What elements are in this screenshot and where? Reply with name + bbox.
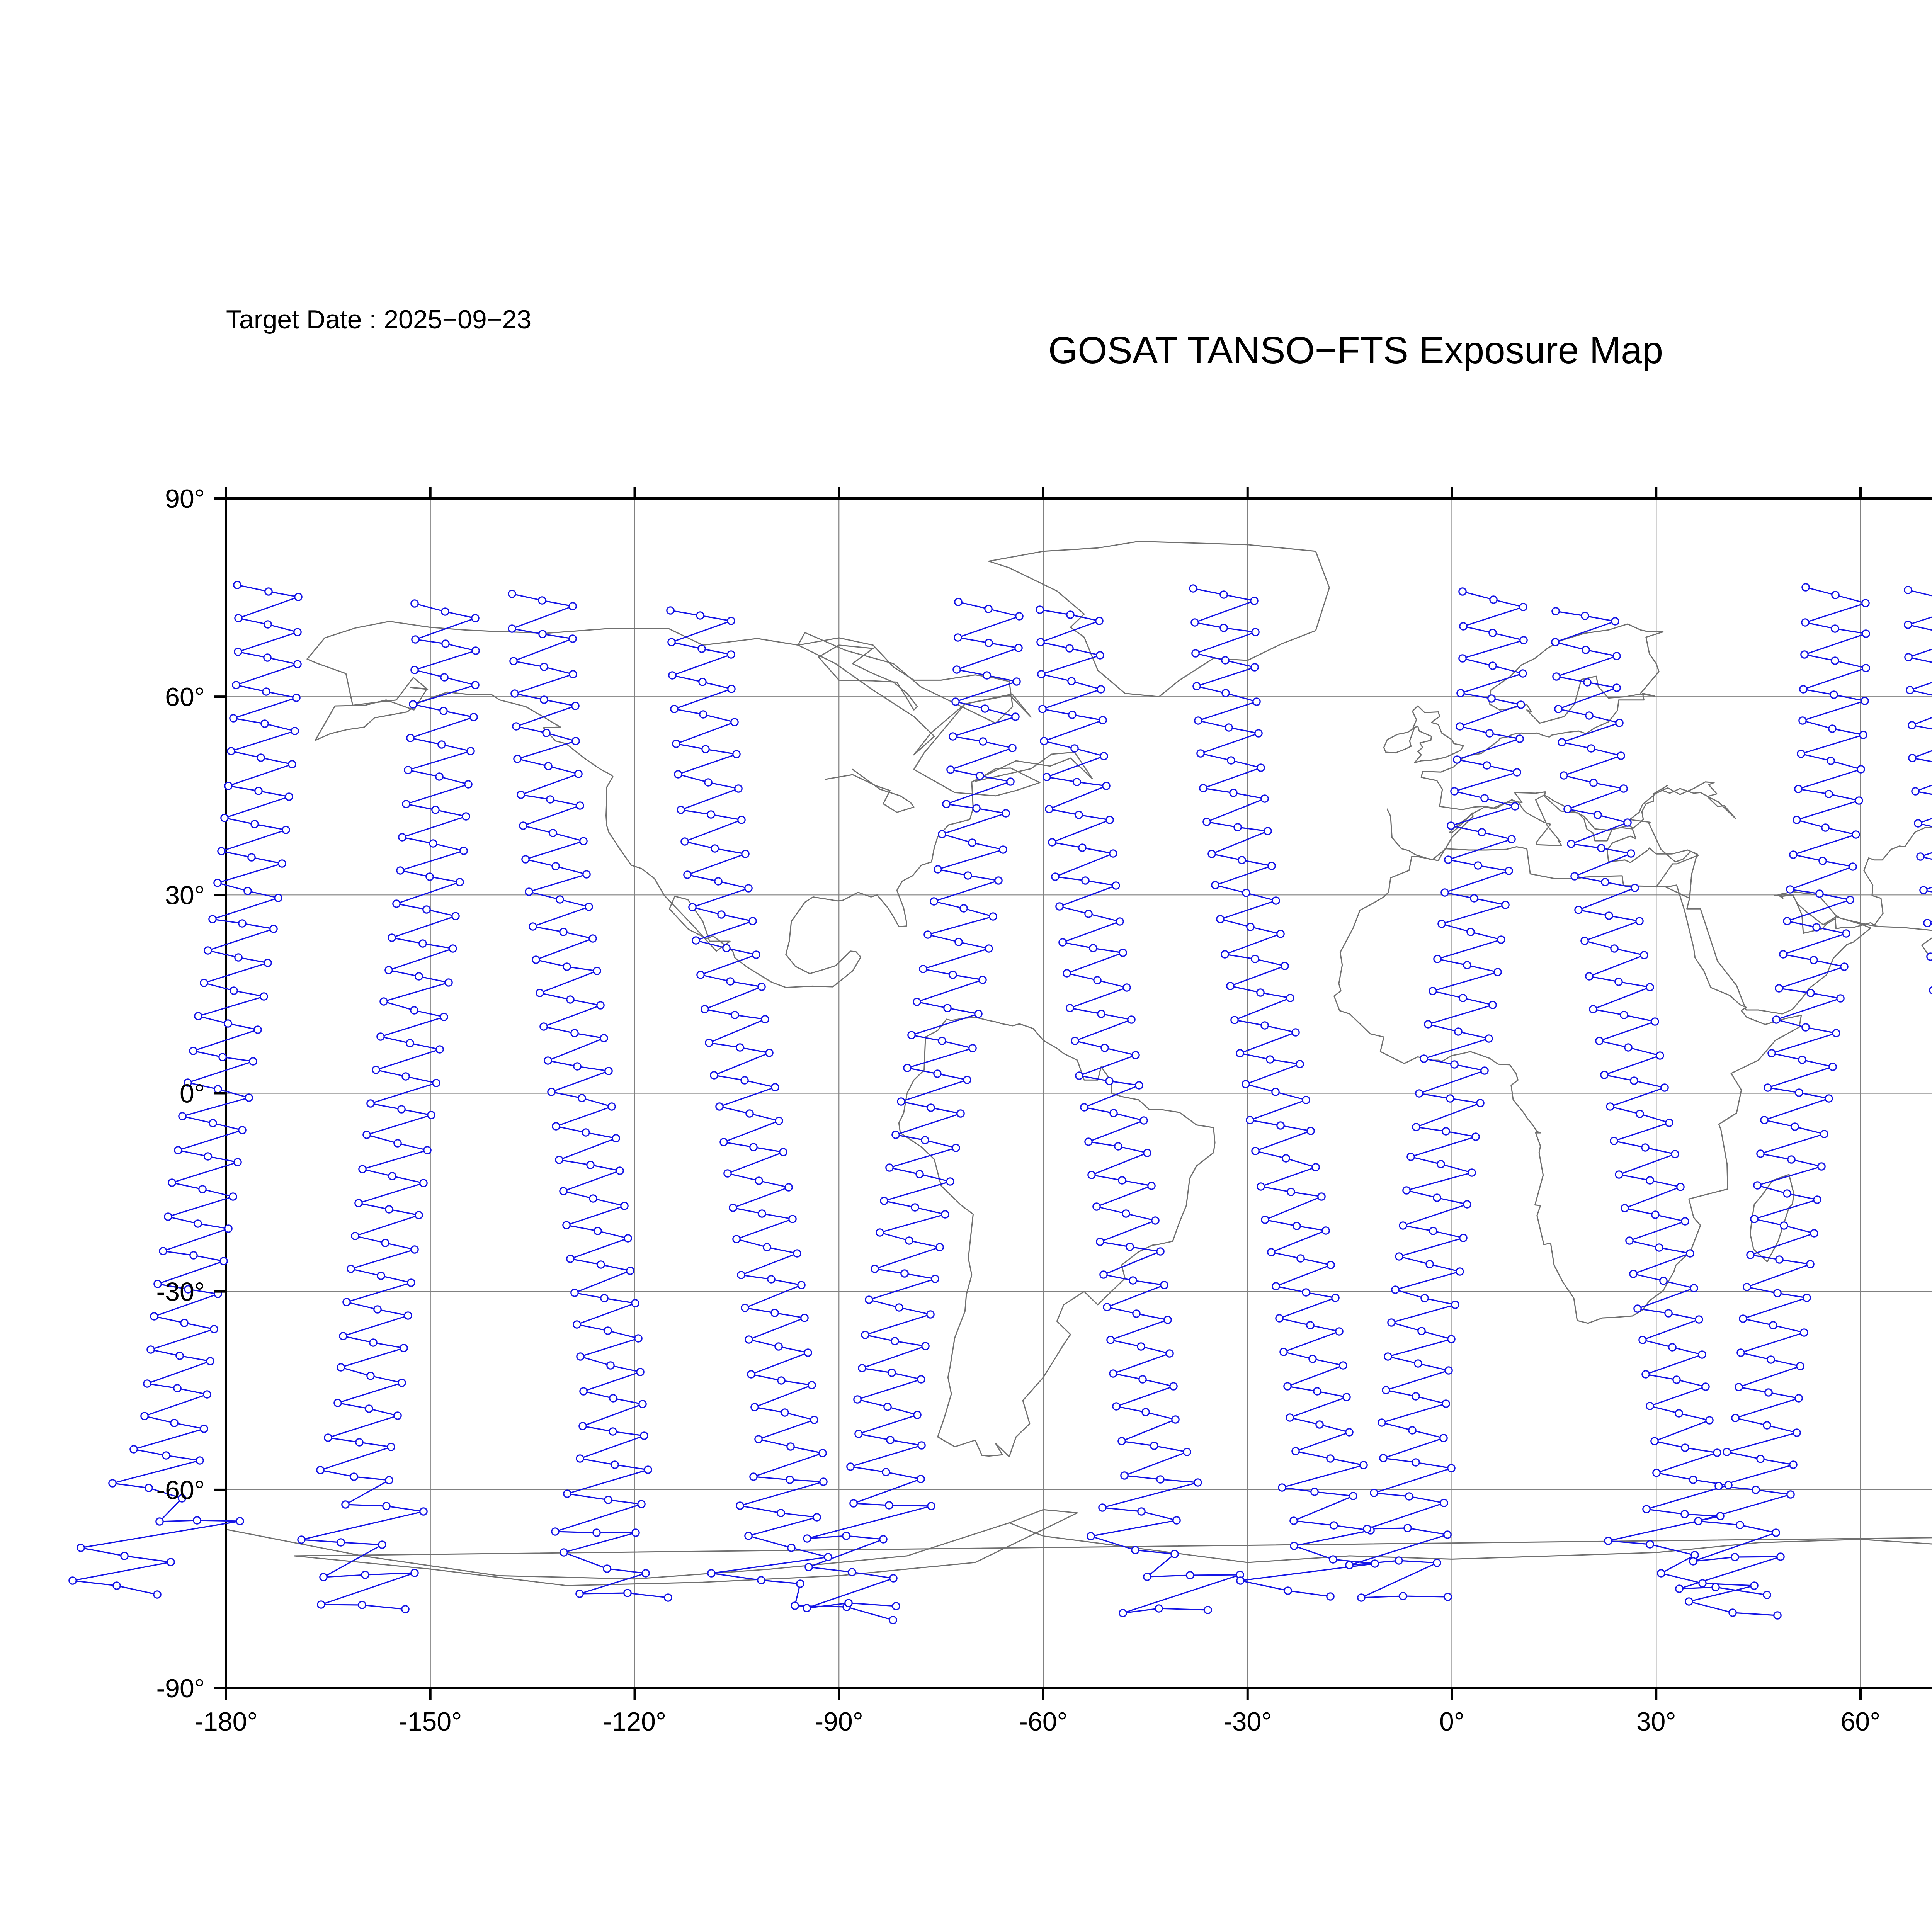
svg-text:-120°: -120° — [603, 1707, 666, 1736]
svg-text:-90°: -90° — [156, 1674, 205, 1703]
svg-text:0°: 0° — [180, 1079, 205, 1108]
svg-text:-60°: -60° — [1019, 1707, 1067, 1736]
svg-text:-60°: -60° — [156, 1476, 205, 1505]
svg-text:-30°: -30° — [1223, 1707, 1272, 1736]
svg-text:90°: 90° — [165, 484, 205, 513]
svg-text:60°: 60° — [165, 682, 205, 712]
svg-text:60°: 60° — [1841, 1707, 1881, 1736]
svg-text:-30°: -30° — [156, 1277, 205, 1307]
svg-text:-180°: -180° — [194, 1707, 257, 1736]
svg-text:-90°: -90° — [815, 1707, 863, 1736]
svg-text:30°: 30° — [1636, 1707, 1676, 1736]
svg-text:0°: 0° — [1439, 1707, 1464, 1736]
svg-text:-150°: -150° — [399, 1707, 462, 1736]
svg-text:30°: 30° — [165, 881, 205, 910]
